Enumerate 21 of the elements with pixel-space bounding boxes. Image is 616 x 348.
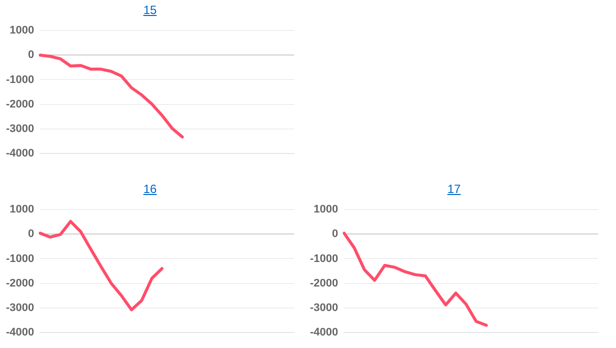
y-tick-label: -4000 (6, 147, 34, 160)
y-tick-label: 0 (28, 49, 34, 62)
y-tick-label: -1000 (6, 252, 34, 265)
y-tick-label: -3000 (310, 302, 338, 314)
chart-title: 17 (446, 181, 462, 197)
y-tick-label: -1000 (310, 252, 338, 265)
y-tick-label: -2000 (310, 277, 338, 290)
y-tick-label: -2000 (6, 98, 34, 110)
chart-title: 16 (142, 181, 158, 197)
y-tick-label: 1000 (10, 24, 34, 37)
y-tick-label: -1000 (6, 74, 34, 86)
y-tick-label: 0 (332, 228, 338, 240)
chart-title: 15 (142, 2, 158, 18)
y-tick-label: 1000 (10, 204, 34, 216)
y-tick-label: -4000 (6, 326, 34, 338)
y-tick-label: -3000 (6, 302, 34, 314)
y-tick-label: 0 (28, 228, 34, 240)
y-tick-label: 1000 (314, 204, 338, 216)
y-tick-label: -3000 (6, 122, 34, 135)
y-tick-label: -4000 (310, 326, 338, 338)
y-tick-label: -2000 (6, 277, 34, 290)
